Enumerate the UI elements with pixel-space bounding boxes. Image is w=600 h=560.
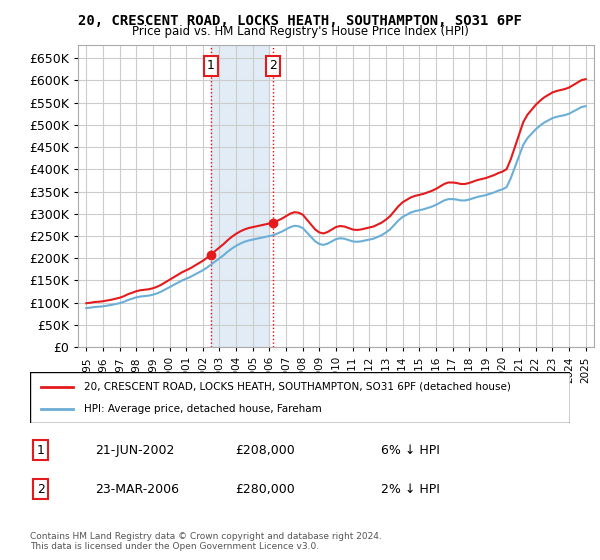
Text: Contains HM Land Registry data © Crown copyright and database right 2024.
This d: Contains HM Land Registry data © Crown c… [30, 532, 382, 552]
Text: 20, CRESCENT ROAD, LOCKS HEATH, SOUTHAMPTON, SO31 6PF: 20, CRESCENT ROAD, LOCKS HEATH, SOUTHAMP… [78, 14, 522, 28]
Text: 1: 1 [37, 444, 45, 456]
Text: 2: 2 [269, 59, 277, 72]
Text: 2% ↓ HPI: 2% ↓ HPI [381, 483, 440, 496]
Text: 23-MAR-2006: 23-MAR-2006 [95, 483, 179, 496]
Text: 20, CRESCENT ROAD, LOCKS HEATH, SOUTHAMPTON, SO31 6PF (detached house): 20, CRESCENT ROAD, LOCKS HEATH, SOUTHAMP… [84, 381, 511, 391]
Text: £280,000: £280,000 [235, 483, 295, 496]
Text: HPI: Average price, detached house, Fareham: HPI: Average price, detached house, Fare… [84, 404, 322, 414]
Text: 1: 1 [207, 59, 215, 72]
Text: £208,000: £208,000 [235, 444, 295, 456]
FancyBboxPatch shape [30, 372, 570, 423]
Text: 6% ↓ HPI: 6% ↓ HPI [381, 444, 440, 456]
Text: 2: 2 [37, 483, 45, 496]
Text: Price paid vs. HM Land Registry's House Price Index (HPI): Price paid vs. HM Land Registry's House … [131, 25, 469, 38]
Text: 21-JUN-2002: 21-JUN-2002 [95, 444, 174, 456]
